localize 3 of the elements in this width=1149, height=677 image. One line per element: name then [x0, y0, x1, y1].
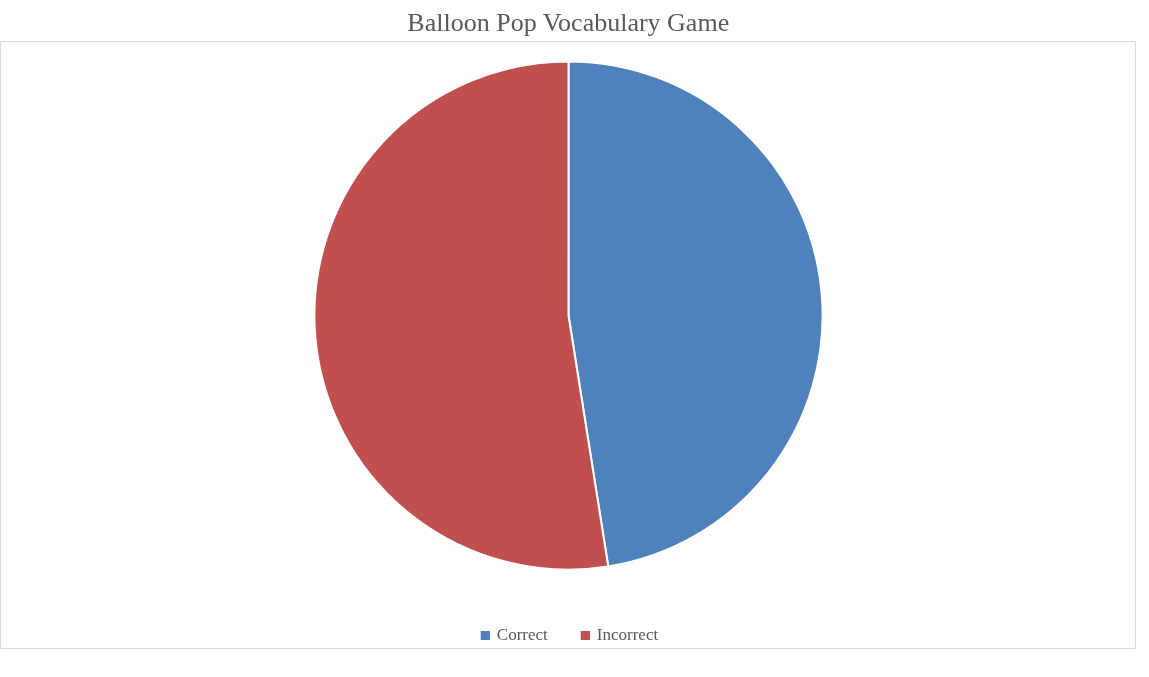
legend-label: Incorrect — [596, 625, 659, 645]
chart-title: Balloon Pop Vocabulary Game — [407, 7, 730, 37]
legend-label: Correct — [496, 625, 548, 645]
